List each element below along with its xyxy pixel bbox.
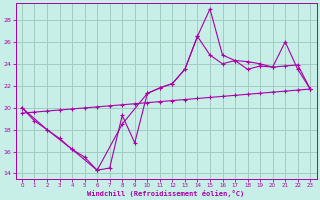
X-axis label: Windchill (Refroidissement éolien,°C): Windchill (Refroidissement éolien,°C) <box>87 190 245 197</box>
